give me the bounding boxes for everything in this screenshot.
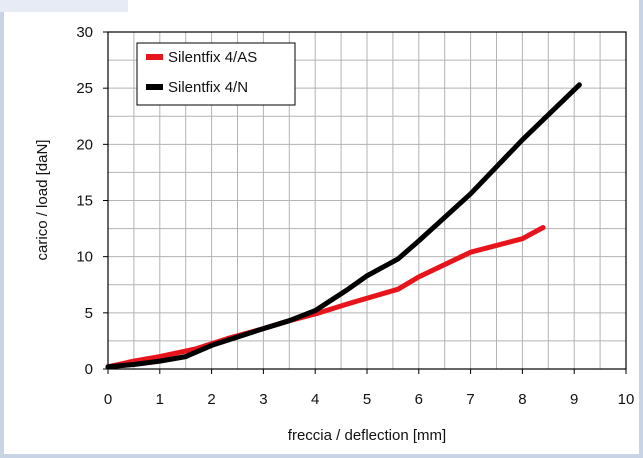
x-tick-label: 4 [311,391,319,408]
legend-label-silentfix-4-as: Silentfix 4/AS [168,49,257,66]
x-tick-label: 8 [518,391,526,408]
y-axis-title: carico / load [daN] [34,140,51,261]
x-tick-label: 0 [104,391,112,408]
y-tick-label: 5 [85,305,93,322]
x-tick-label: 3 [259,391,267,408]
legend-box [136,42,296,106]
x-tick-label: 7 [466,391,474,408]
y-tick-label: 10 [76,249,93,266]
legend-label-silentfix-4-n: Silentfix 4/N [168,79,248,96]
series-layer [105,82,582,370]
series-line-silentfix-4-n [105,82,582,370]
x-tick-label: 1 [156,391,164,408]
x-tick-label: 6 [415,391,423,408]
x-axis-title: freccia / deflection [mm] [288,427,446,444]
x-tick-label: 2 [207,391,215,408]
y-tick-label: 25 [76,80,93,97]
x-tick-label: 10 [618,391,635,408]
header-band [0,0,128,12]
x-axis-ticks: 0 1 2 3 4 5 6 7 8 9 10 [104,369,635,408]
y-tick-label: 15 [76,193,93,210]
x-tick-label: 5 [363,391,371,408]
x-tick-label: 9 [570,391,578,408]
y-tick-label: 0 [85,361,93,378]
y-tick-label: 20 [76,136,93,153]
y-tick-label: 30 [76,24,93,41]
y-axis-ticks: 0 5 10 15 20 25 30 [76,24,108,378]
legend: Silentfix 4/AS Silentfix 4/N [136,42,296,106]
series-line-silentfix-4-as [105,225,546,370]
